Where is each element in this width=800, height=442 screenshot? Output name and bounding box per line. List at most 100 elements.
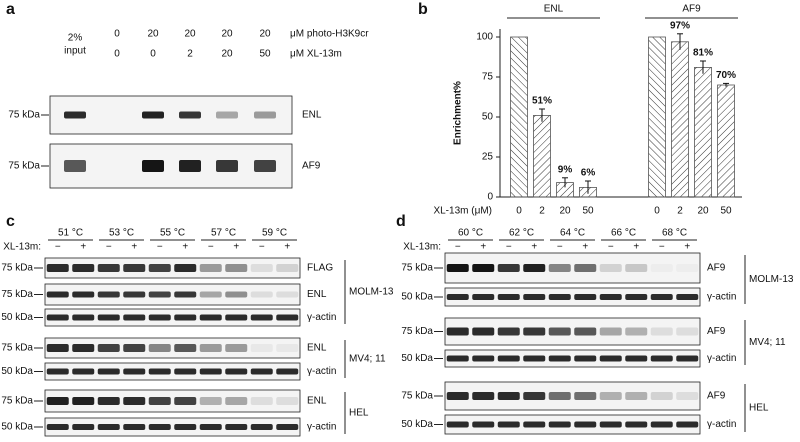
band (548, 355, 571, 362)
value-label: 81% (693, 48, 713, 59)
band (148, 344, 171, 352)
blot-label: FLAG (307, 263, 333, 274)
blot (44, 417, 301, 437)
band (625, 294, 648, 300)
blot (49, 143, 293, 189)
value-label: 97% (670, 20, 690, 31)
band (199, 397, 222, 405)
band (599, 392, 622, 400)
band (676, 327, 699, 336)
bar (648, 36, 666, 198)
treatment-sign: − (506, 242, 512, 253)
band (123, 424, 146, 430)
condition-value: 20 (184, 29, 196, 40)
band (472, 264, 495, 272)
band (174, 397, 197, 405)
blot-label: γ-actin (707, 353, 736, 364)
band (199, 344, 222, 352)
blot-label: γ-actin (707, 419, 736, 430)
blot-label: ENL (302, 110, 322, 121)
band (276, 397, 299, 405)
condition-value: 20 (221, 29, 233, 40)
blot (44, 308, 301, 327)
band (497, 264, 520, 272)
blot-label: AF9 (707, 391, 726, 402)
band (574, 327, 597, 336)
band (523, 264, 546, 272)
band (46, 344, 69, 352)
band (142, 111, 164, 119)
band (446, 264, 469, 272)
band (72, 344, 95, 352)
condition-label: μM XL-13m (290, 49, 342, 60)
band (497, 355, 520, 362)
y-tick-label: 75 (482, 72, 494, 83)
band (199, 314, 222, 321)
treatment-sign: − (208, 242, 214, 253)
band (650, 355, 673, 362)
band (599, 327, 622, 336)
band (472, 392, 495, 400)
band (148, 424, 171, 430)
band (148, 314, 171, 321)
band (97, 344, 120, 352)
band (276, 344, 299, 352)
y-tick-label: 50 (482, 112, 494, 123)
band (676, 294, 699, 300)
condition-value: 0 (150, 49, 156, 60)
band (250, 424, 273, 430)
cell-line-label: HEL (749, 403, 769, 414)
value-label: 9% (558, 164, 573, 175)
band (276, 314, 299, 321)
marker-label: 50 kDa (1, 422, 33, 433)
marker-label: 75 kDa (401, 326, 433, 337)
treatment-sign: − (557, 242, 563, 253)
band (523, 294, 546, 300)
condition-value: 50 (259, 49, 271, 60)
band (599, 294, 622, 300)
treatment-sign: − (55, 242, 61, 253)
panel-letter: c (6, 213, 15, 230)
x-tick-label: 2 (539, 206, 545, 217)
band (250, 264, 273, 272)
panel-letter: d (396, 213, 406, 230)
cell-line-label: HEL (349, 408, 369, 419)
band (548, 264, 571, 272)
band (64, 160, 86, 172)
treatment-sign: + (233, 242, 239, 253)
temperature: 53 °C (109, 228, 134, 239)
band (199, 291, 222, 298)
band (97, 397, 120, 405)
band (72, 264, 95, 272)
band (174, 291, 197, 298)
band (225, 397, 248, 405)
band (174, 314, 197, 321)
band (46, 291, 69, 298)
band (46, 368, 69, 375)
band (72, 424, 95, 430)
temperature: 68 °C (662, 228, 687, 239)
treatment-sign: + (633, 242, 639, 253)
band (548, 392, 571, 400)
band (123, 344, 146, 352)
band (46, 314, 69, 321)
band (123, 264, 146, 272)
band (574, 355, 597, 362)
marker-label: 50 kDa (1, 312, 33, 323)
band (276, 368, 299, 375)
band (123, 291, 146, 298)
band (179, 111, 201, 119)
band (250, 314, 273, 321)
temperature: 51 °C (58, 228, 83, 239)
band (625, 355, 648, 362)
blot-label: AF9 (707, 326, 726, 337)
treatment-sign: + (684, 242, 690, 253)
band (148, 291, 171, 298)
band (676, 264, 698, 272)
band (276, 291, 299, 298)
marker-label: 75 kDa (1, 343, 33, 354)
treatment-sign: + (182, 242, 188, 253)
band (174, 344, 197, 352)
band (199, 424, 222, 430)
